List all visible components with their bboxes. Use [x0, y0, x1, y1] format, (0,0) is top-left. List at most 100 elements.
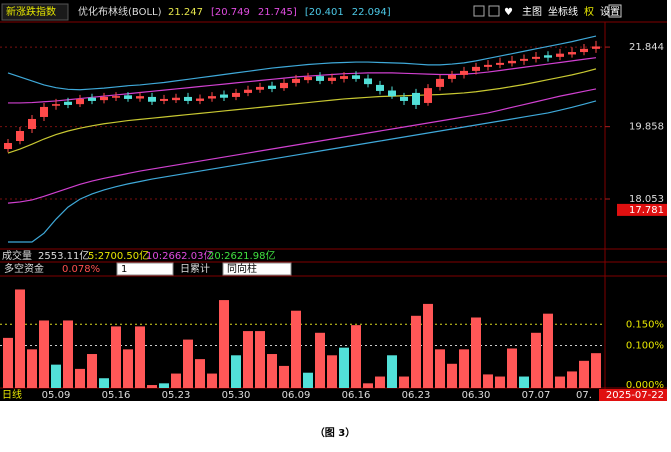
bar	[63, 320, 73, 388]
tab-title: 新涨跌指数	[6, 5, 56, 18]
bar	[39, 320, 49, 388]
dropdown[interactable]	[222, 262, 292, 276]
dropdown-value: 同向柱	[227, 262, 257, 275]
volume-label: 成交量	[2, 249, 32, 262]
candle-body	[52, 104, 60, 106]
bar	[159, 383, 169, 388]
x-tick-label: 06.16	[342, 390, 371, 401]
candle-body	[256, 86, 264, 90]
bar	[231, 355, 241, 388]
bar	[99, 378, 109, 388]
indicator-value: 21.247	[168, 7, 203, 18]
price-marker-label: 17.781	[629, 205, 664, 216]
candle-body	[496, 62, 504, 65]
bar	[519, 376, 529, 388]
bar	[255, 331, 265, 388]
bar	[111, 326, 121, 388]
y-tick-label: 18.053	[629, 194, 664, 205]
toolbar-button[interactable]: 权	[584, 5, 594, 18]
y-tick-label: 21.844	[629, 42, 664, 53]
candle-body	[388, 90, 396, 97]
candle-body	[316, 76, 324, 81]
x-tick-label: 05.23	[162, 390, 191, 401]
bar	[579, 360, 589, 388]
x-tick-label: 06.09	[282, 390, 311, 401]
toolbar-button[interactable]: 坐标线	[548, 5, 578, 18]
indicator-value: [20.749	[211, 7, 250, 18]
bar	[327, 355, 337, 388]
bar	[495, 376, 505, 388]
dropdown[interactable]	[116, 262, 174, 276]
candle-body	[196, 98, 204, 101]
y-tick-label: 19.858	[629, 122, 664, 133]
bar	[147, 385, 157, 388]
candle-body	[76, 98, 84, 105]
bar	[171, 373, 181, 388]
candle-body	[424, 88, 432, 103]
zoom-out-icon[interactable]	[488, 5, 500, 17]
bar	[207, 373, 217, 388]
candle-body	[220, 94, 228, 98]
tab[interactable]	[1, 3, 69, 21]
bar	[555, 376, 565, 388]
boll-line	[8, 57, 597, 104]
bar	[51, 364, 61, 388]
indicator-value: 22.094]	[352, 7, 391, 18]
candle-body	[100, 96, 108, 101]
bar	[351, 325, 361, 388]
bar	[267, 354, 277, 388]
bar	[459, 349, 469, 388]
indicator-value: [20.401	[305, 7, 344, 18]
favorite-icon[interactable]: ♥	[504, 7, 513, 18]
bar	[3, 337, 13, 388]
bar	[543, 313, 553, 388]
candle-body	[160, 98, 168, 101]
candle-body	[472, 66, 480, 71]
bar	[447, 363, 457, 388]
candle-body	[352, 75, 360, 79]
zoom-in-icon[interactable]	[473, 5, 485, 17]
bar	[315, 332, 325, 388]
candle-body	[64, 101, 72, 105]
candle-body	[112, 96, 120, 98]
candle-body	[304, 76, 312, 81]
x-tick-label: 06.30	[462, 390, 491, 401]
candle-body	[532, 56, 540, 59]
candle-body	[376, 84, 384, 91]
bar	[183, 339, 193, 388]
candle-body	[4, 143, 12, 150]
bar	[435, 349, 445, 388]
toolbar-button[interactable]: 主图	[522, 6, 542, 18]
candle-body	[124, 95, 132, 99]
x-tick-label: 07.	[576, 390, 592, 401]
candle-body	[16, 130, 24, 142]
candle-body	[292, 78, 300, 83]
candle-body	[232, 92, 240, 97]
expand-icon[interactable]	[608, 4, 622, 18]
volume-ma20: 20:2621.98亿	[208, 249, 275, 262]
chart-background	[0, 0, 667, 401]
bar	[591, 353, 601, 388]
candle-body	[484, 64, 492, 67]
price-marker	[617, 203, 667, 216]
bar	[291, 310, 301, 388]
y-tick-label: 0.100%	[626, 341, 664, 352]
candle-body	[508, 60, 516, 64]
candle-body	[520, 58, 528, 61]
x-tick-label: 05.30	[222, 390, 251, 401]
candle-body	[172, 97, 180, 101]
bar	[423, 303, 433, 388]
candle-body	[280, 82, 288, 89]
candle-body	[568, 52, 576, 55]
bar	[135, 326, 145, 388]
bar	[303, 372, 313, 388]
candle-body	[340, 76, 348, 79]
x-tick-label: 06.23	[402, 390, 431, 401]
x-tick-label: 07.07	[522, 390, 551, 401]
candle-body	[412, 92, 420, 105]
panel-value: 0.078%	[62, 264, 100, 275]
cursor-date: 2025-07-22	[606, 390, 664, 401]
toolbar-button[interactable]: 设置	[600, 6, 620, 18]
volume-ma10: 10:2662.03亿	[146, 249, 213, 262]
